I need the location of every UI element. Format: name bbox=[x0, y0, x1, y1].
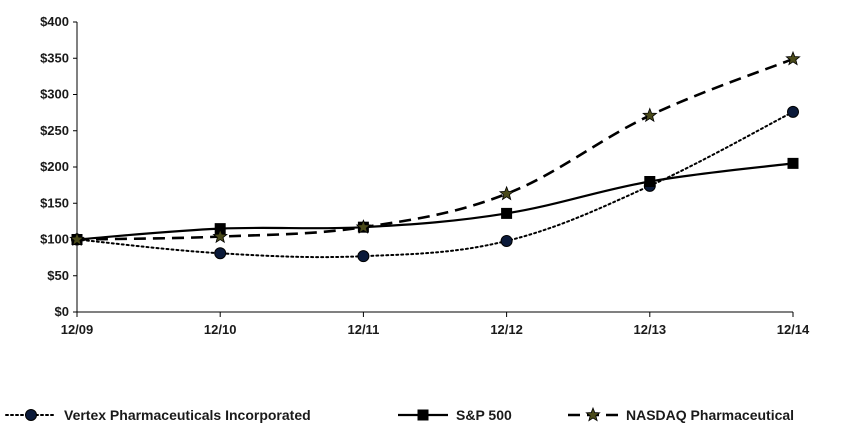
y-tick-label: $350 bbox=[40, 50, 69, 65]
legend-marker-1 bbox=[417, 409, 429, 421]
data-point-0-2 bbox=[357, 250, 370, 263]
x-tick-label: 12/09 bbox=[61, 322, 94, 337]
y-tick-label: $150 bbox=[40, 195, 69, 210]
y-tick-label: $250 bbox=[40, 123, 69, 138]
legend-marker-0 bbox=[25, 409, 37, 421]
y-tick-label: $100 bbox=[40, 232, 69, 247]
x-tick-label: 12/12 bbox=[490, 322, 523, 337]
data-point-0-3 bbox=[500, 234, 513, 247]
y-tick-label: $400 bbox=[40, 14, 69, 29]
data-point-0-1 bbox=[214, 247, 227, 260]
data-point-1-4 bbox=[644, 176, 656, 187]
legend-label-2: NASDAQ Pharmaceutical bbox=[626, 407, 794, 423]
x-tick-label: 12/11 bbox=[347, 322, 379, 337]
x-axis-tick-labels: 12/09 12/10 12/11 12/12 12/13 12/14 bbox=[61, 322, 810, 337]
chart-legend: Vertex Pharmaceuticals Incorporated S&P 5… bbox=[5, 406, 794, 423]
legend-marker-2 bbox=[585, 406, 601, 422]
series-line-2 bbox=[76, 57, 794, 241]
data-point-2-5 bbox=[785, 50, 801, 66]
x-tick-label: 12/13 bbox=[634, 322, 667, 337]
data-point-2-4 bbox=[642, 107, 658, 123]
x-tick-label: 12/14 bbox=[777, 322, 810, 337]
y-tick-label: $50 bbox=[47, 268, 69, 283]
y-tick-label: $300 bbox=[40, 87, 69, 102]
y-axis-tick-labels: $0 $50 $100 $150 $200 $250 $300 $350 $400 bbox=[40, 14, 69, 319]
data-point-1-5 bbox=[787, 157, 799, 169]
data-point-2-0 bbox=[69, 231, 85, 247]
data-point-0-5 bbox=[787, 105, 799, 118]
series-markers bbox=[69, 50, 801, 263]
data-point-2-3 bbox=[498, 185, 515, 201]
data-point-2-2 bbox=[355, 219, 372, 234]
series-line-0 bbox=[76, 110, 794, 259]
x-tick-label: 12/10 bbox=[204, 322, 237, 337]
chart-axes bbox=[73, 21, 794, 317]
legend-label-1: S&P 500 bbox=[456, 407, 512, 423]
series-line-1 bbox=[76, 162, 794, 241]
y-tick-label: $200 bbox=[40, 159, 69, 174]
legend-label-0: Vertex Pharmaceuticals Incorporated bbox=[64, 407, 311, 423]
data-point-2-1 bbox=[212, 228, 228, 244]
y-tick-label: $0 bbox=[55, 304, 69, 319]
data-point-1-3 bbox=[501, 207, 513, 219]
series-lines bbox=[76, 57, 794, 259]
